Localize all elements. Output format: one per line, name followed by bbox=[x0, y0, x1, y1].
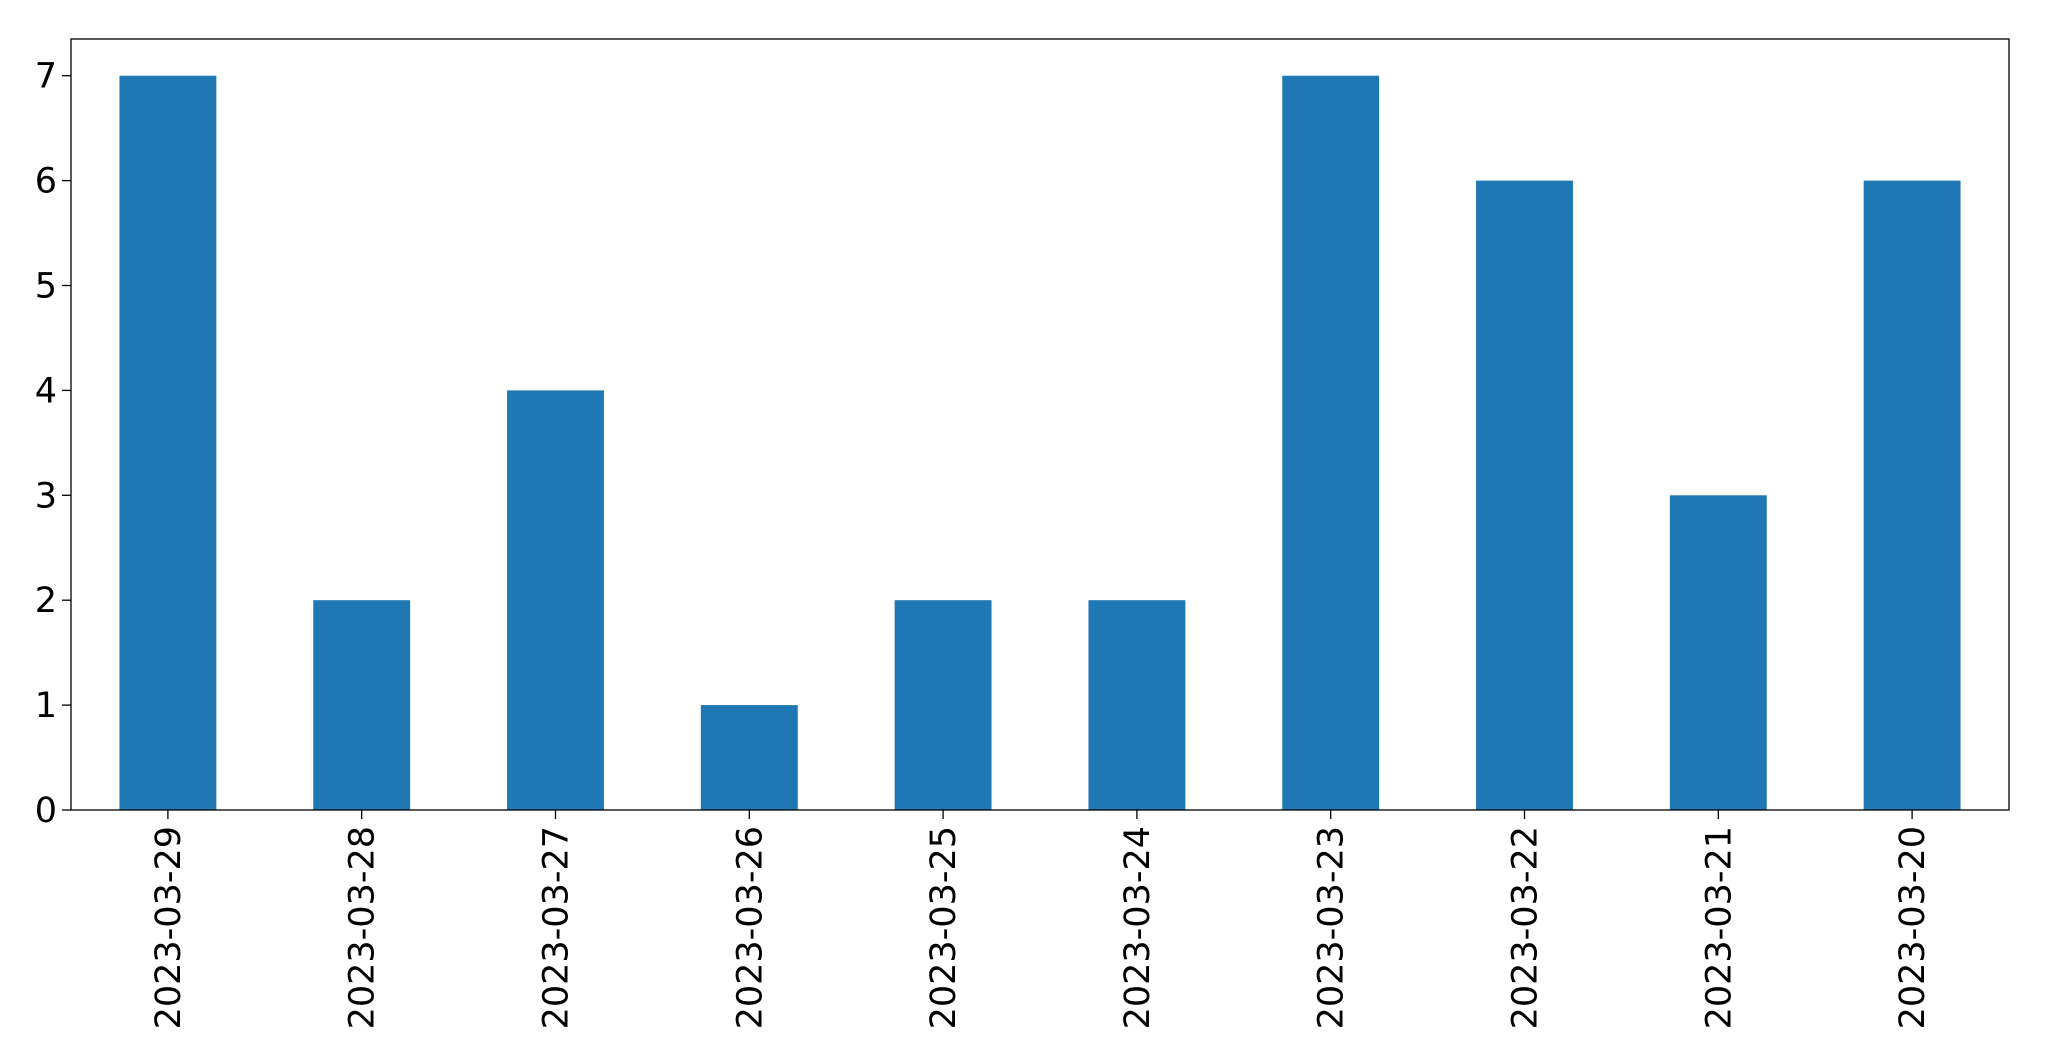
y-tick-label: 6 bbox=[35, 162, 57, 202]
bar bbox=[313, 600, 411, 810]
bar bbox=[1669, 495, 1767, 810]
y-tick-label: 4 bbox=[35, 371, 57, 411]
y-tick-label: 5 bbox=[35, 267, 57, 307]
bar bbox=[1282, 75, 1380, 810]
x-tick-label: 2023-03-28 bbox=[343, 826, 383, 1029]
y-tick-label: 1 bbox=[35, 686, 57, 726]
bar bbox=[700, 705, 798, 810]
x-tick-label: 2023-03-27 bbox=[537, 826, 577, 1029]
x-tick-label: 2023-03-22 bbox=[1506, 826, 1546, 1029]
x-tick-label: 2023-03-26 bbox=[730, 826, 770, 1029]
y-tick-label: 7 bbox=[35, 57, 57, 97]
bar bbox=[1476, 180, 1573, 810]
y-tick-label: 2 bbox=[35, 581, 57, 621]
x-tick-label: 2023-03-25 bbox=[924, 826, 964, 1029]
x-tick-label: 2023-03-23 bbox=[1312, 826, 1352, 1029]
bar bbox=[1863, 180, 1961, 810]
y-tick-label: 3 bbox=[35, 476, 57, 516]
x-tick-label: 2023-03-24 bbox=[1118, 826, 1158, 1029]
x-tick-label: 2023-03-20 bbox=[1893, 826, 1933, 1029]
bar bbox=[1088, 600, 1186, 810]
bar bbox=[894, 600, 992, 810]
plot-frame bbox=[70, 38, 2010, 811]
x-tick-label: 2023-03-21 bbox=[1699, 826, 1739, 1029]
bar bbox=[507, 390, 604, 810]
bar bbox=[119, 75, 217, 810]
y-tick-label: 0 bbox=[35, 791, 57, 831]
x-tick-label: 2023-03-29 bbox=[149, 826, 189, 1029]
